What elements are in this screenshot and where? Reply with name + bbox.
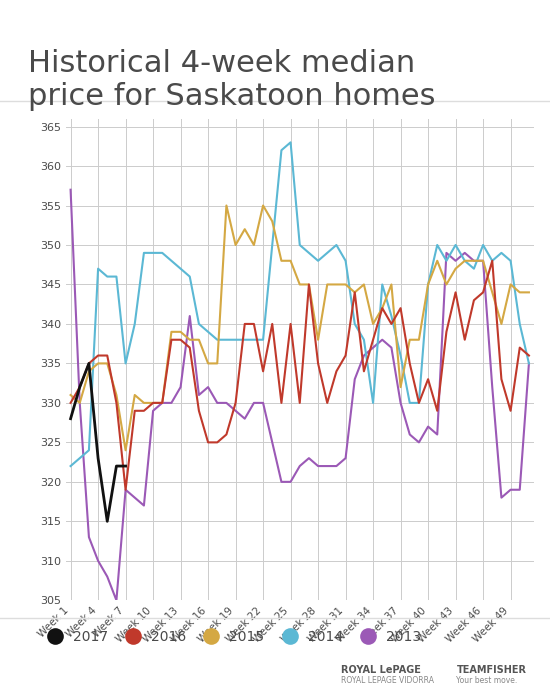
Text: ROYAL LEPAGE VIDORRA: ROYAL LEPAGE VIDORRA — [341, 676, 434, 685]
Text: ROYAL LePAGE: ROYAL LePAGE — [341, 665, 421, 675]
Text: TEAMFISHER: TEAMFISHER — [456, 665, 526, 675]
Text: Your best move.: Your best move. — [456, 676, 518, 685]
Legend: 2017, 2016, 2015, 2014, 2013: 2017, 2016, 2015, 2014, 2013 — [36, 624, 426, 649]
Text: Historical 4-week median
price for Saskatoon homes: Historical 4-week median price for Saska… — [28, 49, 435, 112]
